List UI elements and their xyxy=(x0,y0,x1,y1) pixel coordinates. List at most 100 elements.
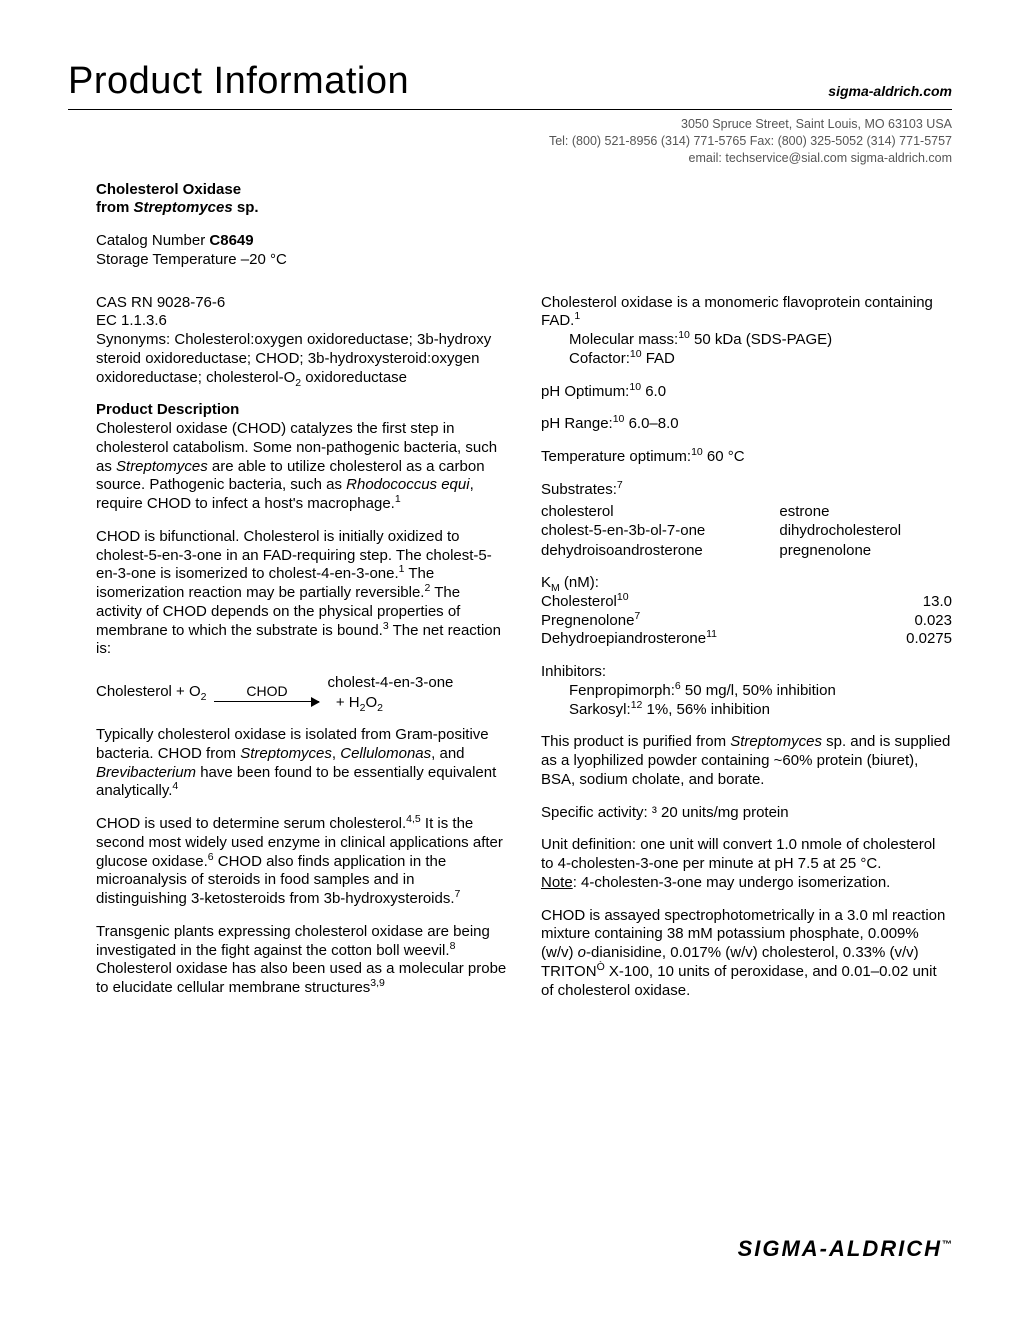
p4a: CHOD is used to determine serum choleste… xyxy=(96,815,406,832)
company-url: sigma-aldrich.com xyxy=(828,83,952,103)
cas-block: CAS RN 9028-76-6 EC 1.1.3.6 Synonyms: Ch… xyxy=(96,294,507,388)
lhs-text: Cholesterol + O xyxy=(96,683,201,700)
km3l: Dehydroepiandrosterone xyxy=(541,630,706,647)
desc-para-2: CHOD is bifunctional. Cholesterol is ini… xyxy=(96,528,507,659)
mm-line: Molecular mass:10 50 kDa (SDS-PAGE) xyxy=(569,331,832,348)
storage-line: Storage Temperature –20 °C xyxy=(96,251,952,270)
assay-para: CHOD is assayed spectrophotometrically i… xyxy=(541,907,952,1001)
ph-range-label: pH Range: xyxy=(541,415,613,432)
ec-number: EC 1.1.3.6 xyxy=(96,312,167,329)
rhs2: + H xyxy=(336,694,360,711)
temp-optimum: Temperature optimum:10 60 °C xyxy=(541,448,952,467)
left-column: CAS RN 9028-76-6 EC 1.1.3.6 Synonyms: Ch… xyxy=(96,294,507,1015)
sub-l3: dehydroisoandrosterone xyxy=(541,541,779,561)
sub-r3: pregnenolone xyxy=(779,541,952,561)
inh1l: Fenpropimorph: xyxy=(569,682,675,699)
supply-para: This product is purified from Streptomyc… xyxy=(541,733,952,789)
ph-opt-val: 6.0 xyxy=(641,383,666,400)
logo-text: SIGMA-ALDRICH xyxy=(738,1236,942,1261)
sub-l2: cholest-5-en-3b-ol-7-one xyxy=(541,521,779,541)
km-row-3: Dehydroepiandrosterone110.0275 xyxy=(541,630,952,649)
arrow-label: CHOD xyxy=(246,683,287,701)
address-line: 3050 Spruce Street, Saint Louis, MO 6310… xyxy=(68,116,952,133)
supply-a: This product is purified from xyxy=(541,733,730,750)
specific-activity: Specific activity: ³ 20 units/mg protein xyxy=(541,804,952,823)
desc-para-5: Transgenic plants expressing cholesterol… xyxy=(96,923,507,998)
inh1v: 50 mg/l, 50% inhibition xyxy=(681,682,836,699)
km-k: K xyxy=(541,574,551,591)
catalog-number: C8649 xyxy=(209,232,253,249)
cas-number: CAS RN 9028-76-6 xyxy=(96,294,225,311)
inh2l: Sarkosyl: xyxy=(569,701,631,718)
product-heading: Cholesterol Oxidase from Streptomyces sp… xyxy=(96,181,952,270)
sub-r2: dihydrocholesterol xyxy=(779,521,952,541)
source-suffix: sp. xyxy=(233,199,259,216)
km2l: Pregnenolone xyxy=(541,612,634,629)
ph-opt-label: pH Optimum: xyxy=(541,383,629,400)
sub-l1: cholesterol xyxy=(541,502,779,522)
contact-block: 3050 Spruce Street, Saint Louis, MO 6310… xyxy=(68,116,952,167)
inh2v: 1%, 56% inhibition xyxy=(642,701,770,718)
unit-definition: Unit definition: one unit will convert 1… xyxy=(541,836,952,892)
ph-range: pH Range:10 6.0–8.0 xyxy=(541,415,952,434)
product-source: from Streptomyces sp. xyxy=(96,199,952,218)
page-header: Product Information sigma-aldrich.com xyxy=(68,60,952,110)
p5b: Cholesterol oxidase has also been used a… xyxy=(96,960,506,996)
temp-opt-label: Temperature optimum: xyxy=(541,448,691,465)
source-prefix: from xyxy=(96,199,134,216)
product-description-title: Product Description xyxy=(96,401,507,420)
mm-label: Molecular mass: xyxy=(569,331,678,348)
km2v: 0.023 xyxy=(862,612,952,631)
catalog-prefix: Catalog Number xyxy=(96,232,209,249)
synonyms: Synonyms: Cholesterol:oxygen oxidoreduct… xyxy=(96,331,491,386)
p3c: , xyxy=(332,745,340,762)
km-row-2: Pregnenolone70.023 xyxy=(541,612,952,631)
ph-optimum: pH Optimum:10 6.0 xyxy=(541,383,952,402)
cof-val: FAD xyxy=(642,350,675,367)
inh-label: Inhibitors: xyxy=(541,663,606,680)
km-unit: (nM): xyxy=(560,574,599,591)
synonyms-tail: oxidoreductase xyxy=(301,369,407,386)
inhibitors-block: Inhibitors: Fenpropimorph:6 50 mg/l, 50%… xyxy=(541,663,952,719)
km-header: KM (nM): xyxy=(541,574,952,593)
mm-val: 50 kDa (SDS-PAGE) xyxy=(690,331,832,348)
inh-1: Fenpropimorph:6 50 mg/l, 50% inhibition xyxy=(569,682,836,699)
inh-2: Sarkosyl:12 1%, 56% inhibition xyxy=(569,701,770,718)
km3v: 0.0275 xyxy=(862,630,952,649)
reaction-lhs: Cholesterol + O2 xyxy=(96,683,206,702)
note-body: : 4-cholesten-3-one may undergo isomeriz… xyxy=(573,874,891,891)
arrow-line-icon xyxy=(214,701,319,702)
p1b: Streptomyces xyxy=(116,458,208,475)
reaction-arrow: CHOD xyxy=(214,683,319,702)
km-table: KM (nM): Cholesterol1013.0 Pregnenolone7… xyxy=(541,574,952,649)
desc-para-4: CHOD is used to determine serum choleste… xyxy=(96,815,507,909)
catalog-line: Catalog Number C8649 xyxy=(96,232,952,251)
phone-line: Tel: (800) 521-8956 (314) 771-5765 Fax: … xyxy=(68,133,952,150)
supply-b: Streptomyces xyxy=(730,733,822,750)
assay-b: o xyxy=(578,944,586,961)
note-label: Note xyxy=(541,874,573,891)
rhs2b: O xyxy=(365,694,377,711)
km-row-1: Cholesterol1013.0 xyxy=(541,593,952,612)
cof-label: Cofactor: xyxy=(569,350,630,367)
source-genus: Streptomyces xyxy=(134,199,233,216)
desc-para-3: Typically cholesterol oxidase is isolate… xyxy=(96,726,507,801)
p3f: Brevibacterium xyxy=(96,764,196,781)
p5a: Transgenic plants expressing cholesterol… xyxy=(96,923,490,959)
p1d: Rhodococcus equi xyxy=(346,476,469,493)
substrates-grid: cholesterolestrone cholest-5-en-3b-ol-7-… xyxy=(541,502,952,561)
substrates-label: Substrates:7 xyxy=(541,481,952,500)
page-title: Product Information xyxy=(68,60,409,103)
km1v: 13.0 xyxy=(862,593,952,612)
flavoprotein-intro: Cholesterol oxidase is a monomeric flavo… xyxy=(541,294,952,369)
temp-opt-val: 60 °C xyxy=(703,448,745,465)
p3b: Streptomyces xyxy=(240,745,332,762)
p3e: , and xyxy=(431,745,464,762)
trademark-icon: ™ xyxy=(942,1240,952,1251)
cofactor-line: Cofactor:10 FAD xyxy=(569,350,675,367)
intro: Cholesterol oxidase is a monomeric flavo… xyxy=(541,294,933,330)
reaction-scheme: Cholesterol + O2 CHOD cholest-4-en-3-one… xyxy=(96,673,507,712)
km1l: Cholesterol xyxy=(541,593,617,610)
reaction-rhs: cholest-4-en-3-one + H2O2 xyxy=(327,673,453,712)
sub-label: Substrates: xyxy=(541,481,617,498)
